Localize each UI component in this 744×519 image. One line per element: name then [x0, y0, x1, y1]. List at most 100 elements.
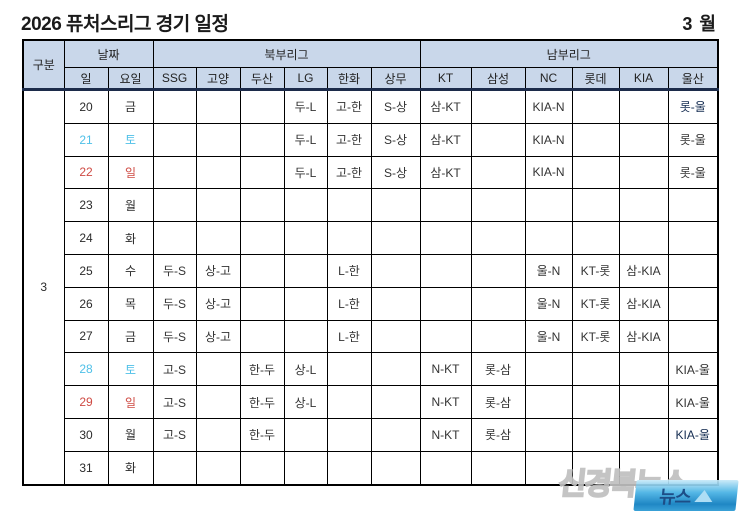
empty-cell — [326, 221, 372, 255]
empty-cell — [326, 385, 372, 419]
game-matchup-cell: KT-롯 — [571, 319, 620, 354]
empty-cell — [283, 450, 328, 486]
empty-cell — [524, 385, 573, 419]
game-matchup-cell: KIA-N — [524, 89, 573, 124]
watermark-badge: 뉴스 — [633, 480, 739, 511]
empty-cell — [195, 122, 241, 157]
game-matchup-cell: 두-L — [283, 89, 328, 124]
header-south-league: 남부리그 — [419, 39, 719, 68]
empty-cell — [618, 155, 669, 190]
empty-cell — [419, 253, 472, 288]
empty-cell — [239, 221, 285, 255]
weekday-cell: 월 — [107, 188, 154, 223]
empty-cell — [152, 221, 197, 255]
table-row: 31 화 — [23, 450, 719, 486]
table-row: 25 수 두-S 상-고 L-한 울-N KT-롯 삼-KIA — [23, 253, 719, 288]
empty-cell — [370, 188, 421, 223]
schedule-table: 구분 날짜 북부리그 남부리그 일 요일 SSG 고양 두산 LG 한화 상무 … — [22, 39, 719, 486]
empty-cell — [667, 450, 719, 486]
empty-cell — [667, 286, 719, 321]
day-number-cell: 26 — [63, 286, 109, 321]
empty-cell — [283, 188, 328, 223]
game-matchup-cell: 고-S — [152, 352, 197, 387]
game-matchup-cell: 두-S — [152, 319, 197, 354]
weekday-cell: 화 — [107, 450, 154, 486]
empty-cell — [419, 286, 472, 321]
game-matchup-cell: 삼-KT — [419, 89, 472, 124]
empty-cell — [370, 352, 421, 387]
game-matchup-cell: N-KT — [419, 385, 472, 419]
empty-cell — [524, 221, 573, 255]
header-team-lotte: 롯데 — [571, 67, 620, 91]
header-team-hanwha: 한화 — [326, 67, 372, 91]
day-number-cell: 25 — [63, 253, 109, 288]
empty-cell — [283, 417, 328, 452]
empty-cell — [419, 188, 472, 223]
empty-cell — [283, 286, 328, 321]
empty-cell — [524, 417, 573, 452]
game-matchup-cell: 울-N — [524, 286, 573, 321]
empty-cell — [239, 450, 285, 486]
empty-cell — [239, 319, 285, 354]
table-row: 26 목 두-S 상-고 L-한 울-N KT-롯 삼-KIA — [23, 286, 719, 321]
empty-cell — [370, 253, 421, 288]
header-team-kt: KT — [419, 67, 472, 91]
game-matchup-cell: 상-고 — [195, 253, 241, 288]
empty-cell — [370, 286, 421, 321]
game-matchup-cell: KIA-울 — [667, 352, 719, 387]
empty-cell — [195, 188, 241, 223]
title-bar: 2026 퓨처스리그 경기 일정 3 월 — [21, 9, 717, 36]
game-matchup-cell: L-한 — [326, 286, 372, 321]
empty-cell — [524, 188, 573, 223]
empty-cell — [239, 253, 285, 288]
game-matchup-cell: S-상 — [370, 122, 421, 157]
empty-cell — [470, 450, 526, 486]
game-matchup-cell: 울-N — [524, 319, 573, 354]
empty-cell — [667, 188, 719, 223]
empty-cell — [571, 352, 620, 387]
empty-cell — [195, 385, 241, 419]
empty-cell — [667, 221, 719, 255]
game-matchup-cell: 고-S — [152, 385, 197, 419]
game-matchup-cell: 삼-KIA — [618, 286, 669, 321]
empty-cell — [571, 385, 620, 419]
empty-cell — [618, 417, 669, 452]
empty-cell — [283, 319, 328, 354]
game-matchup-cell: 고-한 — [326, 122, 372, 157]
header-row-groups: 구분 날짜 북부리그 남부리그 — [22, 39, 719, 91]
day-number-cell: 22 — [63, 155, 109, 190]
header-team-samsung: 삼성 — [470, 67, 526, 91]
mountain-icon — [693, 489, 714, 502]
game-matchup-cell: L-한 — [326, 319, 372, 354]
watermark-badge-label: 뉴스 — [658, 486, 692, 507]
empty-cell — [618, 352, 669, 387]
game-matchup-cell: 삼-KIA — [618, 319, 669, 354]
table-row: 21 토 두-L 고-한 S-상 삼-KT KIA-N 롯-울 — [23, 122, 719, 157]
schedule-body: 3 20 금 두-L 고-한 S-상 삼-KT KIA-N 롯-울 21 토 두-L 고-한 S-상 삼-K… — [22, 88, 719, 486]
empty-cell — [195, 450, 241, 486]
empty-cell — [470, 89, 526, 124]
weekday-cell: 금 — [107, 89, 154, 124]
empty-cell — [152, 155, 197, 190]
game-matchup-cell: 한-두 — [239, 417, 285, 452]
game-matchup-cell: KIA-N — [524, 122, 573, 157]
header-team-sangmu: 상무 — [370, 67, 421, 91]
empty-cell — [152, 122, 197, 157]
game-matchup-cell: 고-한 — [326, 89, 372, 124]
page-title: 2026 퓨처스리그 경기 일정 — [21, 14, 229, 35]
empty-cell — [195, 155, 241, 190]
game-matchup-cell: 상-고 — [195, 319, 241, 354]
empty-cell — [370, 450, 421, 486]
empty-cell — [326, 450, 372, 486]
day-number-cell: 20 — [63, 89, 109, 124]
empty-cell — [618, 188, 669, 223]
empty-cell — [283, 253, 328, 288]
empty-cell — [239, 155, 285, 190]
game-matchup-cell: KT-롯 — [571, 253, 620, 288]
empty-cell — [152, 188, 197, 223]
game-matchup-cell: 상-L — [283, 352, 328, 387]
empty-cell — [667, 253, 719, 288]
table-row: 27 금 두-S 상-고 L-한 울-N KT-롯 삼-KIA — [23, 319, 719, 354]
empty-cell — [326, 352, 372, 387]
game-matchup-cell: 삼-KT — [419, 122, 472, 157]
